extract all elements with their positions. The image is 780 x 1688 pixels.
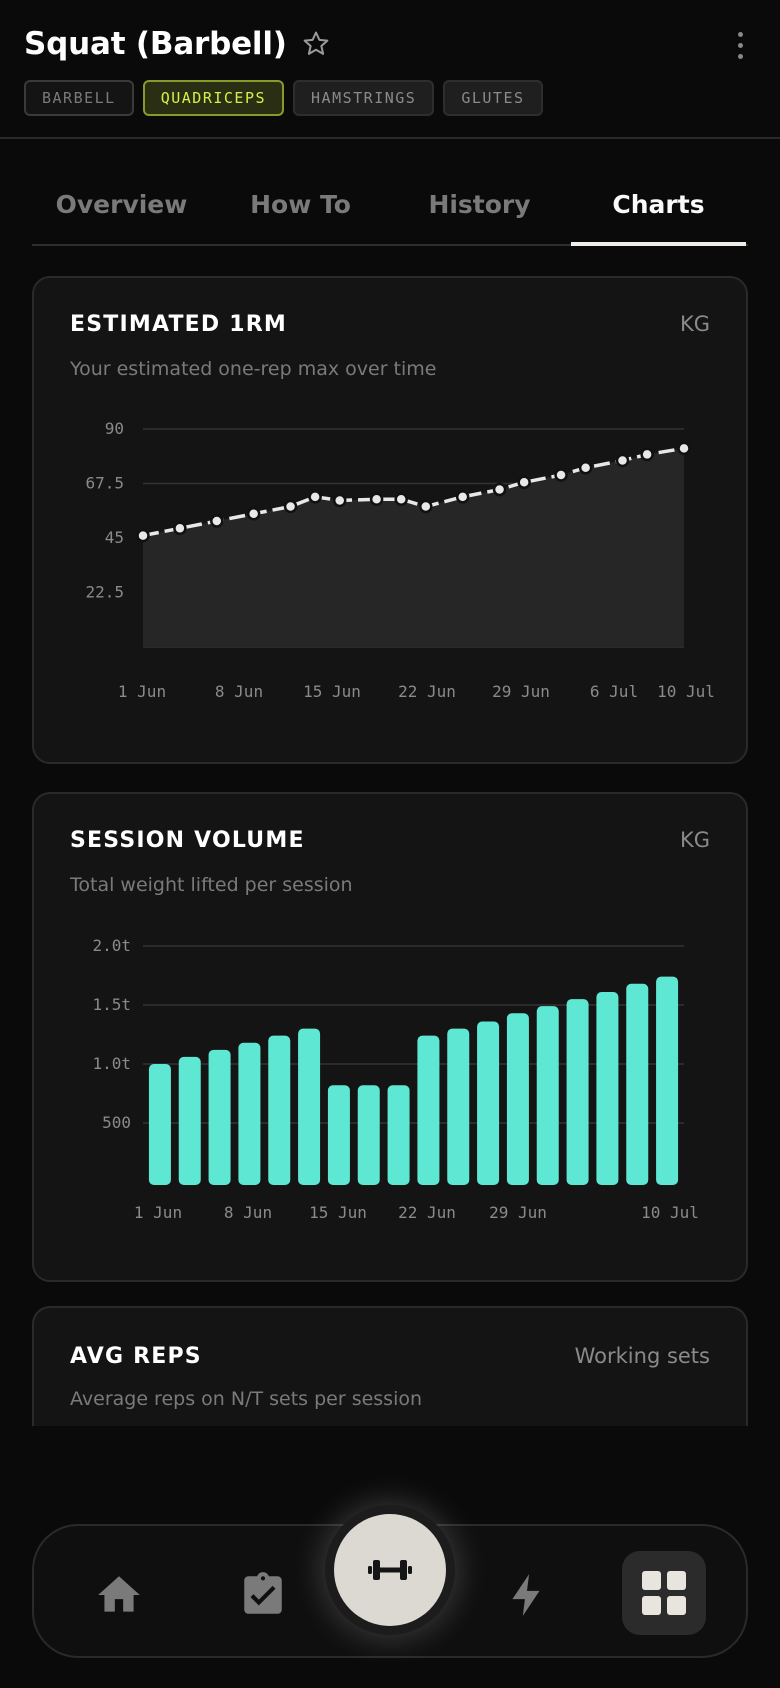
x-tick-label: 10 Jul xyxy=(657,682,715,701)
estimated-1rm-card: ESTIMATED 1RM KG Your estimated one-rep … xyxy=(32,276,748,764)
data-point xyxy=(615,453,630,468)
card-unit: Working sets xyxy=(574,1344,710,1368)
chip-hamstrings[interactable]: HAMSTRINGS xyxy=(293,80,435,116)
y-tick-label: 67.5 xyxy=(85,474,124,493)
volume-bar xyxy=(148,1064,171,1185)
estimated-1rm-chart: 22.5 45 67.5 90 1 Jun 8 Jun 15 Jun 22 Jun 29 Jun… xyxy=(85,419,715,701)
workout-fab[interactable] xyxy=(334,1514,446,1626)
dumbbell-icon xyxy=(368,1560,412,1580)
series-line xyxy=(142,446,685,538)
volume-bar xyxy=(656,976,679,1185)
volume-bar xyxy=(298,1028,321,1185)
data-point xyxy=(283,499,298,514)
data-point xyxy=(455,490,470,504)
volume-bar xyxy=(626,983,649,1185)
muscle-chips: BARBELL QUADRICEPS HAMSTRINGS GLUTES xyxy=(24,80,543,116)
star-icon[interactable] xyxy=(301,29,331,59)
x-tick-label: 15 Jun xyxy=(303,682,361,701)
x-tick-label: 10 Jul xyxy=(641,1203,699,1222)
volume-bar xyxy=(417,1035,440,1185)
volume-bar xyxy=(178,1056,201,1185)
y-tick-label: 22.5 xyxy=(85,583,124,602)
tab-overview[interactable]: Overview xyxy=(55,190,188,219)
data-point xyxy=(210,514,224,528)
card-subtitle: Average reps on N/T sets per session xyxy=(70,1388,423,1410)
volume-bar xyxy=(238,1042,261,1185)
card-subtitle: Your estimated one-rep max over time xyxy=(70,358,437,380)
data-point xyxy=(554,468,568,482)
volume-bar xyxy=(596,992,619,1185)
data-point xyxy=(419,499,433,514)
tab-bar: Overview How To History Charts xyxy=(32,170,748,246)
volume-bar xyxy=(477,1021,500,1185)
x-tick-label: 8 Jun xyxy=(215,682,263,701)
data-point xyxy=(394,492,408,506)
card-title: ESTIMATED 1RM xyxy=(70,312,287,337)
y-tick-label: 1.5t xyxy=(92,995,131,1014)
y-tick-label: 90 xyxy=(105,419,124,438)
card-unit: KG xyxy=(679,828,710,852)
x-tick-label: 29 Jun xyxy=(492,682,550,701)
y-tick-label: 2.0t xyxy=(92,936,131,955)
exercise-title: Squat (Barbell) xyxy=(24,26,287,62)
volume-bar xyxy=(447,1028,470,1185)
data-point xyxy=(332,493,347,508)
y-tick-label: 45 xyxy=(105,528,124,547)
title-row: Squat (Barbell) xyxy=(24,26,331,62)
data-point xyxy=(492,482,507,497)
avg-reps-card: AVG REPS Working sets Average reps on N/… xyxy=(32,1306,748,1426)
x-tick-label: 1 Jun xyxy=(118,682,166,701)
volume-bar xyxy=(268,1035,291,1185)
tab-history[interactable]: History xyxy=(428,190,531,219)
y-tick-label: 1.0t xyxy=(92,1054,131,1073)
lightning-icon[interactable] xyxy=(502,1570,552,1620)
data-point xyxy=(640,447,654,462)
x-tick-label: 22 Jun xyxy=(398,682,456,701)
data-point xyxy=(136,528,150,543)
tab-charts[interactable]: Charts xyxy=(569,170,748,246)
session-volume-card: SESSION VOLUME KG Total weight lifted pe… xyxy=(32,792,748,1282)
home-icon[interactable] xyxy=(94,1570,144,1620)
volume-bar xyxy=(506,1013,529,1185)
x-tick-label: 29 Jun xyxy=(489,1203,547,1222)
session-volume-chart: 500 1.0t 1.5t 2.0t 1 Jun 8 Jun 15 Jun 22 Jun 29 … xyxy=(92,936,699,1222)
data-point xyxy=(369,492,384,506)
clipboard-check-icon[interactable] xyxy=(238,1570,288,1620)
card-title: AVG REPS xyxy=(70,1344,202,1369)
area-fill xyxy=(143,448,684,647)
volume-bar xyxy=(566,999,589,1185)
more-options-icon[interactable] xyxy=(736,32,744,62)
x-tick-label: 8 Jun xyxy=(224,1203,272,1222)
volume-bar xyxy=(327,1085,350,1185)
card-unit: KG xyxy=(679,312,710,336)
volume-bar xyxy=(387,1085,410,1185)
y-tick-label: 500 xyxy=(102,1113,131,1132)
chip-glutes[interactable]: GLUTES xyxy=(443,80,543,116)
tab-how-to[interactable]: How To xyxy=(250,190,351,219)
chip-quadriceps[interactable]: QUADRICEPS xyxy=(142,80,285,116)
grid-icon xyxy=(642,1571,686,1615)
data-point xyxy=(246,507,261,521)
x-tick-label: 6 Jul xyxy=(590,682,638,701)
data-point xyxy=(578,461,593,475)
x-tick-label: 15 Jun xyxy=(309,1203,367,1222)
data-point xyxy=(173,521,187,536)
card-title: SESSION VOLUME xyxy=(70,828,305,853)
chip-barbell[interactable]: BARBELL xyxy=(24,80,134,116)
data-point xyxy=(308,490,322,504)
apps-button[interactable] xyxy=(622,1551,706,1635)
card-subtitle: Total weight lifted per session xyxy=(70,874,353,896)
data-point xyxy=(677,441,691,456)
data-point xyxy=(517,475,531,490)
x-tick-label: 1 Jun xyxy=(134,1203,182,1222)
volume-bar xyxy=(208,1049,231,1185)
volume-bar xyxy=(357,1085,380,1185)
x-tick-label: 22 Jun xyxy=(398,1203,456,1222)
volume-bar xyxy=(536,1006,559,1185)
exercise-header: Squat (Barbell) BARBELL QUADRICEPS HAMST… xyxy=(0,0,780,139)
